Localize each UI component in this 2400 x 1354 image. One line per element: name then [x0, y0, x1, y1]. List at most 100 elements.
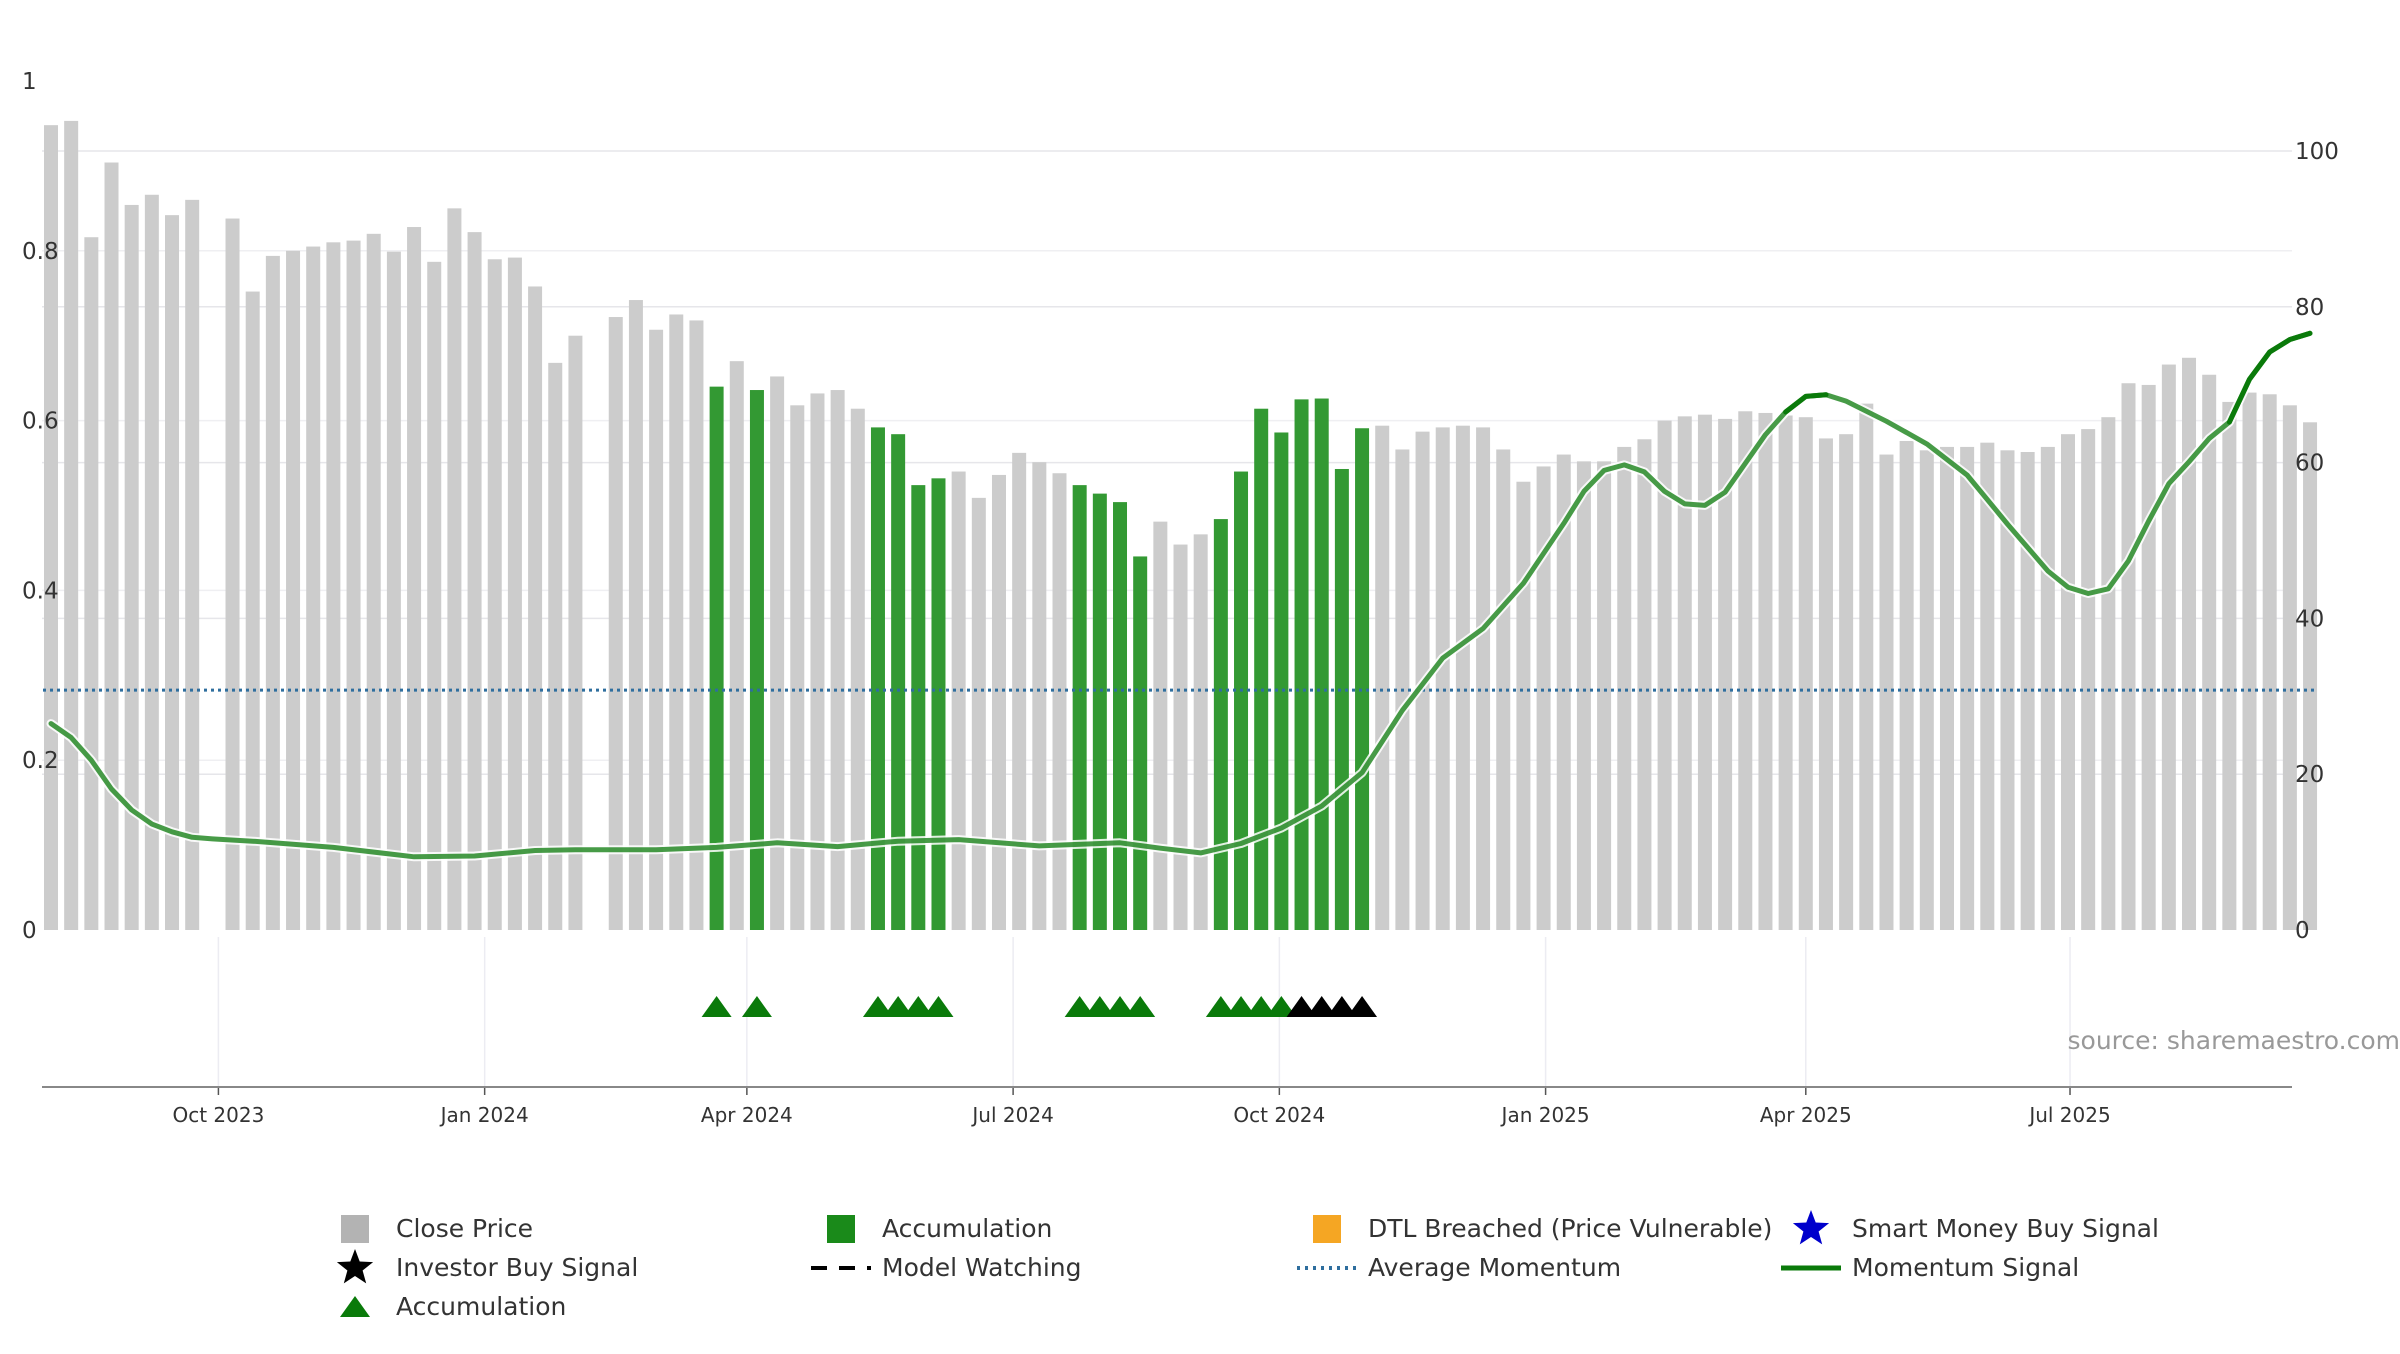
close-price-bar: [1436, 427, 1450, 930]
close-price-bar: [629, 300, 643, 930]
close-price-bar: [1859, 404, 1873, 930]
legend-label-acc_tri: Accumulation: [396, 1292, 566, 1321]
close-price-bar: [306, 247, 320, 930]
close-price-bar: [568, 336, 582, 930]
close-price-bar: [851, 409, 865, 930]
source-text: source: sharemaestro.com: [2068, 1026, 2400, 1055]
y-right-tick-label: 40: [2295, 606, 2324, 632]
close-price-bar: [1980, 443, 1994, 930]
close-price-bar: [2243, 393, 2257, 930]
y-right-tick-label: 80: [2295, 295, 2324, 321]
close-price-bar: [1577, 461, 1591, 930]
close-price-bar: [1738, 411, 1752, 930]
close-price-bar: [1900, 441, 1914, 930]
close-price-bar: [1779, 416, 1793, 930]
close-price-bar: [1758, 413, 1772, 930]
close-price-bar: [790, 405, 804, 930]
close-price-bar: [2263, 394, 2277, 930]
close-price-bar: [1597, 461, 1611, 930]
legend-label-dtl: DTL Breached (Price Vulnerable): [1368, 1214, 1772, 1243]
legend-label-close: Close Price: [396, 1214, 533, 1243]
x-tick-label: Apr 2024: [701, 1103, 793, 1127]
close-price-bar: [649, 330, 663, 930]
close-price-bar: [1053, 473, 1067, 930]
close-price-bar: [347, 241, 361, 930]
close-price-bar: [125, 205, 139, 930]
close-price-bar: [447, 208, 461, 930]
x-tick-label: Apr 2025: [1760, 1103, 1852, 1127]
close-price-bar: [387, 252, 401, 930]
star-icon: [337, 1249, 373, 1283]
accumulation-bar: [1315, 399, 1329, 930]
close-price-bar: [468, 232, 482, 930]
accumulation-bar: [1133, 556, 1147, 930]
close-price-bar: [2061, 434, 2075, 930]
close-price-bar: [2101, 417, 2115, 930]
close-price-bar: [2162, 365, 2176, 930]
close-price-bar: [669, 314, 683, 930]
close-price-bar: [1456, 426, 1470, 930]
close-price-bar: [1476, 427, 1490, 930]
accumulation-bar: [1234, 472, 1248, 930]
close-price-bar: [1537, 466, 1551, 930]
y-left-tick-label: 0.4: [22, 578, 59, 604]
accumulation-bar: [931, 478, 945, 930]
close-price-bar: [2303, 422, 2317, 930]
accumulation-bar: [1113, 502, 1127, 930]
legend-label-investor: Investor Buy Signal: [396, 1253, 638, 1282]
close-price-bar: [165, 215, 179, 930]
close-price-bar: [1032, 462, 1046, 930]
close-price-bar: [246, 292, 260, 930]
close-price-bar: [2122, 383, 2136, 930]
close-price-bar: [226, 219, 240, 930]
x-tick-label: Oct 2024: [1233, 1103, 1325, 1127]
close-price-bar: [992, 475, 1006, 930]
accumulation-bar: [1254, 409, 1268, 930]
legend-swatch-acc_bar: [827, 1215, 855, 1243]
legend-label-watching: Model Watching: [882, 1253, 1082, 1282]
star-icon-blue: [1793, 1210, 1829, 1244]
close-price-bar: [2081, 429, 2095, 930]
close-price-bar: [488, 259, 502, 930]
close-price-bar: [286, 251, 300, 930]
accumulation-marker: [1125, 996, 1155, 1017]
close-price-bar: [1174, 545, 1188, 930]
close-price-bar: [508, 258, 522, 930]
legend-swatch-close: [341, 1215, 369, 1243]
close-price-bar: [1879, 455, 1893, 930]
accumulation-bar: [1295, 399, 1309, 930]
close-price-bar: [528, 286, 542, 930]
close-price-bar: [1940, 447, 1954, 930]
close-price-bar: [2041, 447, 2055, 930]
x-tick-label: Jul 2024: [970, 1103, 1053, 1127]
y-left-tick-label: 0.8: [22, 239, 59, 265]
close-price-bar: [548, 363, 562, 930]
y-right-tick-label: 0: [2295, 918, 2310, 944]
close-price-bar: [105, 163, 119, 930]
close-price-bar: [1678, 416, 1692, 930]
accumulation-bar: [1274, 432, 1288, 930]
close-price-bar: [2182, 358, 2196, 930]
close-price-bar: [1698, 415, 1712, 930]
close-price-bar: [952, 472, 966, 930]
close-price-bar: [1960, 447, 1974, 930]
accumulation-bar: [871, 427, 885, 930]
y-right-tick-label: 60: [2295, 451, 2324, 477]
close-price-bar: [266, 256, 280, 930]
close-price-bar: [407, 227, 421, 930]
accumulation-bar: [1355, 428, 1369, 930]
accumulation-bar: [911, 485, 925, 930]
x-tick-label: Oct 2023: [172, 1103, 264, 1127]
accumulation-marker: [702, 996, 732, 1017]
y-left-tick-label: 1: [22, 69, 37, 95]
close-price-bar: [367, 234, 381, 930]
y-left-tick-label: 0.6: [22, 409, 59, 435]
accumulation-marker: [923, 996, 953, 1017]
y-right-tick-label: 100: [2295, 139, 2339, 165]
close-price-bar: [689, 320, 703, 930]
close-price-bar: [1839, 434, 1853, 930]
close-price-bar: [185, 200, 199, 930]
close-price-bar: [609, 317, 623, 930]
x-tick-label: Jan 2025: [1500, 1103, 1590, 1127]
